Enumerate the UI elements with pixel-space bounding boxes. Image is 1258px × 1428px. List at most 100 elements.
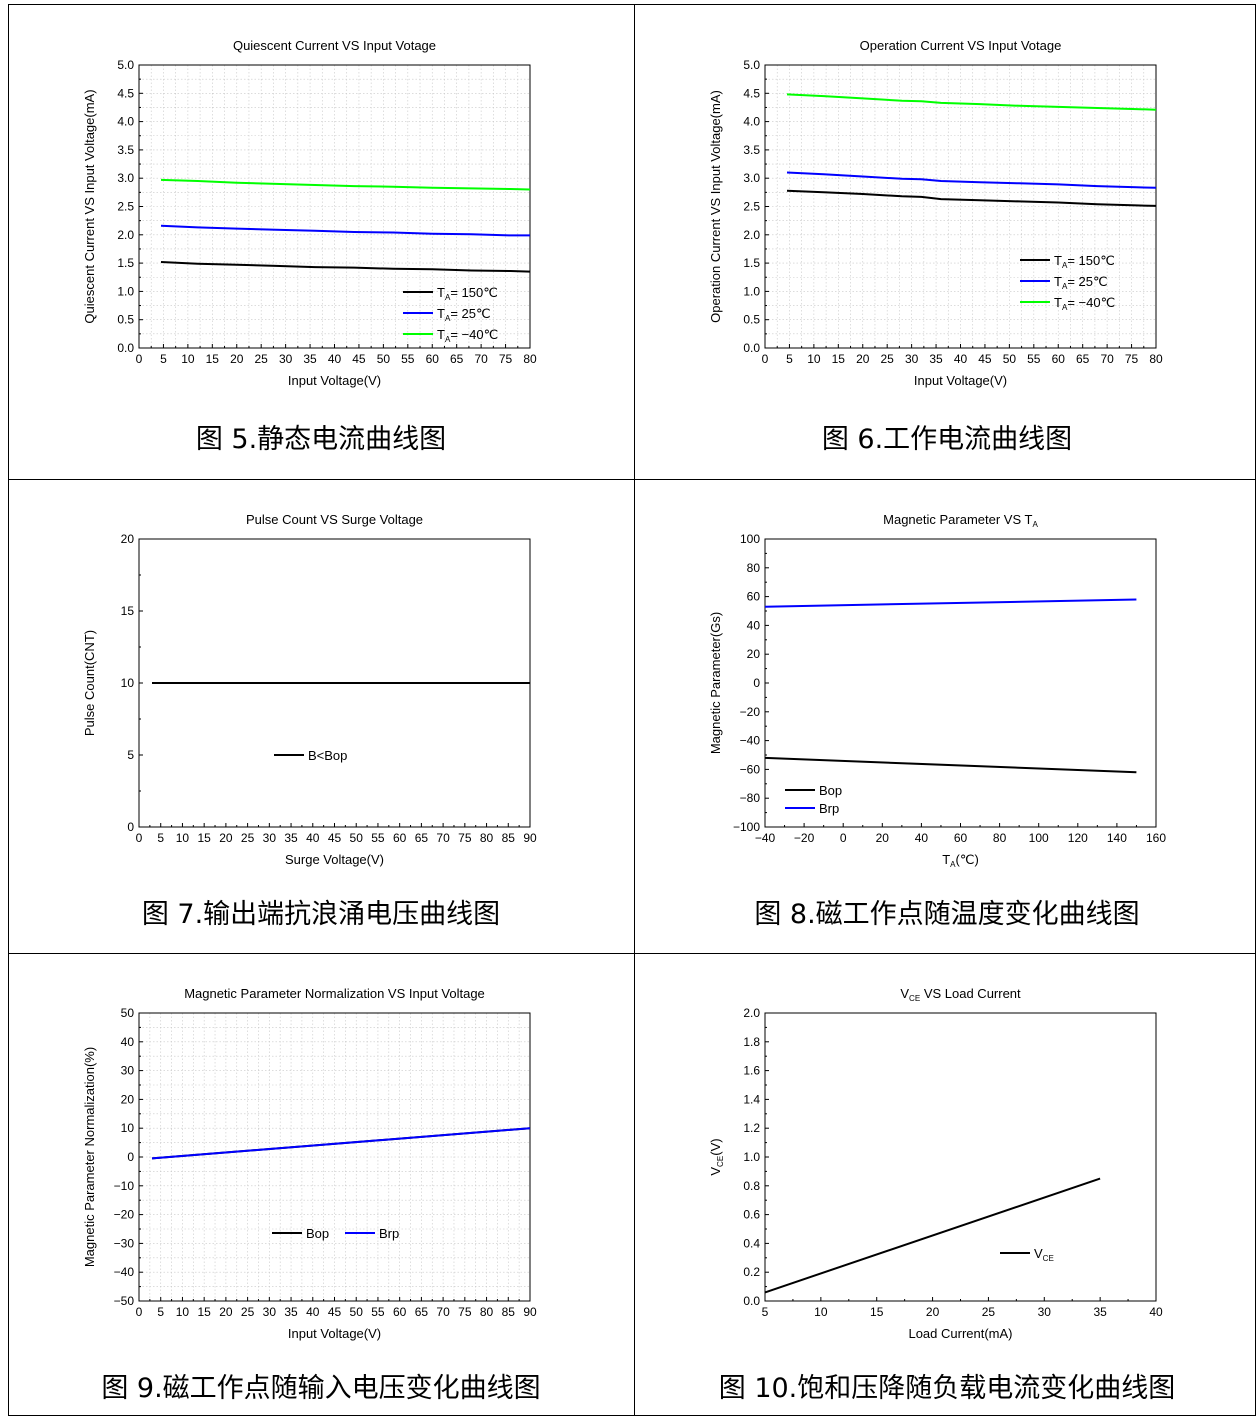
y-tick-label: 1.0 xyxy=(743,1150,760,1164)
x-tick-label: 60 xyxy=(393,831,407,845)
x-tick-label: 140 xyxy=(1107,831,1127,845)
y-tick-label: 0.0 xyxy=(743,341,760,355)
x-tick-label: 85 xyxy=(502,831,516,845)
x-tick-label: 5 xyxy=(160,352,167,366)
y-tick-label: 20 xyxy=(121,1092,135,1106)
y-tick-label: 0.6 xyxy=(743,1208,760,1222)
x-axis-label: Input Voltage(V) xyxy=(914,373,1007,388)
y-tick-label: 0.0 xyxy=(117,341,134,355)
y-tick-label: 80 xyxy=(747,561,761,575)
chart-title: Pulse Count VS Surge Voltage xyxy=(246,512,423,527)
x-tick-label: 80 xyxy=(480,831,494,845)
x-tick-label: 20 xyxy=(926,1305,940,1319)
legend-label: Bop xyxy=(819,783,842,798)
y-tick-label: 0.5 xyxy=(743,313,760,327)
x-tick-label: 55 xyxy=(1027,352,1041,366)
x-tick-label: 55 xyxy=(401,352,415,366)
y-tick-label: 0.4 xyxy=(743,1236,760,1250)
y-tick-label: 10 xyxy=(121,676,135,690)
y-tick-label: 1.0 xyxy=(117,284,134,298)
y-tick-label: 20 xyxy=(121,532,135,546)
x-tick-label: 15 xyxy=(206,352,220,366)
x-tick-label: 40 xyxy=(954,352,968,366)
x-tick-label: 30 xyxy=(279,352,293,366)
y-tick-label: 3.5 xyxy=(743,143,760,157)
x-tick-label: 65 xyxy=(415,831,429,845)
x-tick-label: 0 xyxy=(762,352,769,366)
x-tick-label: 70 xyxy=(474,352,488,366)
y-tick-label: 4.5 xyxy=(743,86,760,100)
series-line xyxy=(786,189,1157,207)
x-tick-label: 30 xyxy=(905,352,919,366)
x-tick-label: 40 xyxy=(1149,1305,1163,1319)
y-tick-label: 0.2 xyxy=(743,1265,760,1279)
chart-vce-load-current: 5 10 15 20 25 30 35 40 0.0 0.2 0.4 0.6 0.8 1.0 1.2 1.4 1… xyxy=(708,986,1163,1341)
chart-operation-current: 0 5 10 15 20 25 30 35 40 45 50 55 60 65 70 75 80 0.0 0.5 1.… xyxy=(708,38,1163,388)
y-tick-label: 4.0 xyxy=(743,115,760,129)
legend-label: TA= −40℃ xyxy=(437,327,498,344)
y-tick-label: 60 xyxy=(747,590,761,604)
y-tick-label: 2.5 xyxy=(743,200,760,214)
x-tick-label: 45 xyxy=(352,352,366,366)
figure-caption: 图 9.磁工作点随输入电压变化曲线图 xyxy=(101,1373,541,1404)
x-tick-label: 0 xyxy=(136,352,143,366)
y-tick-label: 100 xyxy=(740,532,760,546)
chart-title: Operation Current VS Input Votage xyxy=(860,38,1062,53)
x-tick-label: 15 xyxy=(197,831,211,845)
x-tick-label: 70 xyxy=(436,831,450,845)
y-tick-label: 40 xyxy=(121,1035,135,1049)
series-line xyxy=(151,1127,531,1160)
x-tick-label: 0 xyxy=(136,831,143,845)
y-tick-label: −40 xyxy=(114,1265,135,1279)
x-tick-label: 60 xyxy=(393,1305,407,1319)
x-tick-label: 10 xyxy=(814,1305,828,1319)
figure-caption: 图 8.磁工作点随温度变化曲线图 xyxy=(754,899,1140,930)
x-tick-label: 100 xyxy=(1029,831,1049,845)
y-tick-label: 20 xyxy=(747,647,761,661)
y-tick-label: −100 xyxy=(733,820,760,834)
y-axis-label: Operation Current VS Input Voltage(mA) xyxy=(708,90,723,323)
x-tick-label: 10 xyxy=(176,1305,190,1319)
x-tick-label: 30 xyxy=(263,831,277,845)
x-tick-label: 40 xyxy=(915,831,929,845)
x-tick-label: 20 xyxy=(230,352,244,366)
y-tick-label: −30 xyxy=(114,1236,135,1250)
series-line xyxy=(160,224,530,237)
x-axis-label: Surge Voltage(V) xyxy=(285,852,384,867)
figure-caption: 图 5.静态电流曲线图 xyxy=(195,424,447,455)
x-tick-label: 60 xyxy=(954,831,968,845)
y-tick-label: 0.5 xyxy=(117,313,134,327)
chart-magnetic-normalization: 0 5 10 15 20 25 30 35 40 45 50 55 60 65 70 75 80 85 90−50−… xyxy=(82,986,537,1341)
series-line xyxy=(160,178,531,191)
y-tick-label: −20 xyxy=(114,1208,135,1222)
x-tick-label: 5 xyxy=(157,1305,164,1319)
y-tick-label: 1.5 xyxy=(117,256,134,270)
x-tick-label: 5 xyxy=(157,831,164,845)
grid-divider-vertical xyxy=(634,5,635,1415)
y-tick-label: 1.4 xyxy=(743,1092,760,1106)
x-tick-label: 90 xyxy=(523,1305,537,1319)
x-tick-label: 80 xyxy=(480,1305,494,1319)
y-tick-label: 3.0 xyxy=(117,171,134,185)
plot-frame xyxy=(764,1012,1157,1302)
x-tick-label: 40 xyxy=(328,352,342,366)
x-tick-label: 75 xyxy=(458,831,472,845)
x-tick-label: 25 xyxy=(255,352,269,366)
y-tick-label: −20 xyxy=(740,705,761,719)
x-tick-label: 80 xyxy=(993,831,1007,845)
x-tick-label: 45 xyxy=(978,352,992,366)
x-axis-label: Input Voltage(V) xyxy=(288,373,381,388)
chart-title: Magnetic Parameter VS TA xyxy=(883,512,1038,529)
x-tick-label: 80 xyxy=(523,352,537,366)
y-tick-label: −80 xyxy=(740,791,761,805)
x-axis-label: TA(℃) xyxy=(942,852,979,869)
y-tick-label: 2.0 xyxy=(743,228,760,242)
figure-caption: 图 6.工作电流曲线图 xyxy=(821,424,1073,455)
y-tick-label: 4.0 xyxy=(117,115,134,129)
x-tick-label: −40 xyxy=(755,831,776,845)
chart-title: Quiescent Current VS Input Votage xyxy=(233,38,436,53)
x-tick-label: 10 xyxy=(181,352,195,366)
x-tick-label: 5 xyxy=(786,352,793,366)
y-tick-label: 0 xyxy=(127,820,134,834)
y-tick-label: 3.0 xyxy=(743,171,760,185)
